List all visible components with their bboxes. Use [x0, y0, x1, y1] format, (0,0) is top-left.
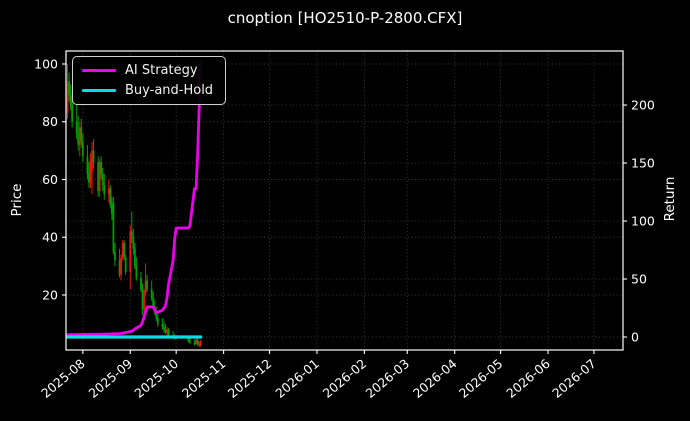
buy-and-hold-legend-label: Buy-and-Hold	[125, 83, 214, 98]
candle-body	[89, 159, 92, 183]
candle-body	[140, 277, 142, 290]
candle-body	[80, 127, 83, 142]
return-tick-label: 150	[631, 156, 655, 171]
candle-body	[163, 326, 165, 330]
return-tick-label: 50	[631, 272, 647, 287]
candle-body	[107, 188, 110, 194]
legend-item-buy-and-hold: Buy-and-Hold	[82, 83, 213, 98]
ai-strategy-legend-label: AI Strategy	[125, 63, 198, 78]
candle-body	[144, 280, 147, 293]
candle-body	[195, 339, 197, 345]
price-tick-label: 100	[34, 56, 58, 71]
x-tick-label: 2025-08	[38, 356, 88, 401]
x-tick-label: 2026-05	[456, 356, 506, 401]
candle-body	[150, 289, 153, 298]
candle-body	[120, 257, 122, 275]
candle-body	[166, 329, 168, 333]
candle-body	[132, 237, 135, 249]
candle-body	[78, 127, 81, 145]
candle-body	[103, 185, 106, 194]
candle-body	[111, 205, 113, 215]
candle-body	[199, 341, 202, 346]
legend-item-ai-strategy: AI Strategy	[82, 63, 213, 78]
candle-body	[141, 289, 144, 310]
x-tick-label: 2026-01	[272, 356, 322, 401]
x-tick-label: 2026-04	[410, 356, 460, 401]
candle-body	[109, 188, 112, 206]
candle-body	[155, 312, 158, 319]
candle-body	[112, 202, 115, 252]
x-tick-label: 2026-02	[320, 356, 370, 401]
candle-body	[143, 292, 145, 310]
candle-body	[91, 150, 93, 171]
candle-body	[77, 133, 80, 145]
candle-body	[75, 121, 78, 134]
buy-and-hold-line-swatch	[82, 88, 116, 93]
price-tick-label: 80	[42, 114, 58, 129]
price-axis-label: Price	[9, 183, 25, 217]
candle-body	[196, 339, 199, 345]
candle-body	[193, 342, 196, 345]
candle-body	[146, 280, 149, 290]
candle-body	[129, 231, 132, 272]
candle-body	[88, 173, 90, 183]
candle-body	[97, 162, 100, 192]
candle-body	[135, 266, 138, 278]
candle-body	[167, 329, 170, 336]
candle-body	[156, 318, 159, 324]
return-tick-label: 200	[631, 98, 655, 113]
x-tick-label: 2025-11	[179, 356, 229, 401]
candle-body	[121, 243, 124, 258]
ai-strategy-line-swatch	[82, 68, 116, 73]
plot-border	[65, 50, 624, 351]
candle-body	[118, 260, 121, 275]
candle-body	[133, 248, 136, 267]
candle-body	[81, 141, 84, 157]
return-axis-label: Return	[662, 176, 678, 222]
candle-body	[86, 156, 89, 174]
return-tick-label: 100	[631, 214, 655, 229]
x-tick-label: 2026-07	[549, 356, 599, 401]
x-tick-label: 2025-10	[131, 356, 181, 401]
candle-body	[98, 162, 101, 192]
x-tick-label: 2025-12	[225, 356, 275, 401]
x-tick-label: 2025-09	[86, 356, 136, 401]
return-tick-label: 0	[631, 330, 639, 345]
ai-strategy-line	[66, 60, 203, 337]
candle-body	[130, 231, 133, 238]
price-tick-label: 40	[42, 230, 58, 245]
candle-body	[69, 95, 72, 105]
candle-body	[152, 297, 155, 307]
candle-body	[68, 81, 70, 96]
chart-title: cnoption [HO2510-P-2800.CFX]	[227, 9, 463, 27]
candle-body	[189, 341, 191, 343]
candle-body	[198, 344, 201, 346]
candle-body	[101, 173, 104, 186]
candle-body	[71, 104, 74, 122]
candle-body	[100, 162, 103, 174]
candle-body	[114, 251, 116, 261]
x-tick-label: 2026-06	[503, 356, 553, 401]
candle-body	[187, 338, 190, 342]
candle-body	[66, 81, 69, 114]
price-tick-label: 60	[42, 172, 58, 187]
candle-body	[92, 150, 95, 163]
candle-body	[124, 257, 127, 272]
x-tick-label: 2026-03	[363, 356, 413, 401]
candle-body	[164, 329, 167, 333]
legend: AI Strategy Buy-and-Hold	[72, 56, 227, 105]
candle-body	[123, 243, 126, 258]
candle-body	[161, 323, 164, 327]
price-tick-label: 20	[42, 287, 58, 302]
